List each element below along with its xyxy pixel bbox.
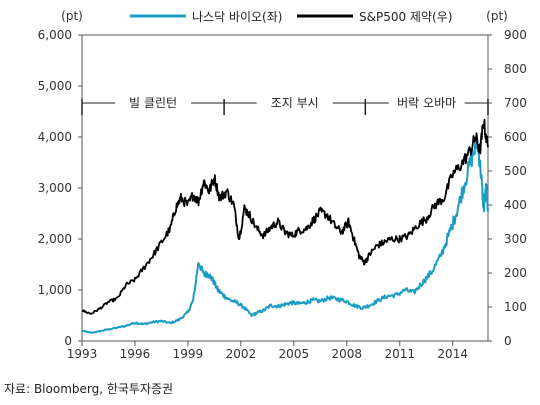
right-tick-label: 100 bbox=[504, 300, 527, 314]
legend-label: 나스닥 바이오(좌) bbox=[192, 10, 282, 24]
right-tick-label: 600 bbox=[504, 130, 527, 144]
source-note: 자료: Bloomberg, 한국투자증권 bbox=[4, 382, 174, 396]
legend: 나스닥 바이오(좌) S&P500 제약(우) bbox=[130, 9, 452, 24]
era-label-bg bbox=[388, 93, 465, 111]
right-tick-label: 800 bbox=[504, 62, 527, 76]
left-unit-label: (pt) bbox=[61, 9, 83, 23]
left-tick-label: 2,000 bbox=[38, 232, 72, 246]
right-tick-label: 500 bbox=[504, 164, 527, 178]
left-tick-label: 6,000 bbox=[38, 28, 72, 42]
left-tick-label: 5,000 bbox=[38, 79, 72, 93]
right-tick-label: 700 bbox=[504, 96, 527, 110]
chart-canvas: 빌 클린턴 조지 부시 버락 오바마 0 1,000 2,000 3,000 4,000 5,… bbox=[38, 9, 527, 361]
x-tick-label: 1999 bbox=[173, 347, 204, 361]
right-unit-label: (pt) bbox=[486, 9, 508, 23]
era-label-bg bbox=[115, 93, 192, 111]
x-tick-label: 1996 bbox=[120, 347, 151, 361]
series-line-sp500-pharma bbox=[82, 118, 489, 315]
axis-labels: 0 1,000 2,000 3,000 4,000 5,000 6,000 0 100 200 30… bbox=[38, 9, 527, 361]
left-tick-label: 0 bbox=[64, 334, 72, 348]
x-tick-label: 2008 bbox=[332, 347, 363, 361]
right-tick-label: 300 bbox=[504, 232, 527, 246]
right-tick-label: 0 bbox=[504, 334, 512, 348]
left-tick-label: 3,000 bbox=[38, 181, 72, 195]
era-label: 빌 클린턴 bbox=[129, 96, 177, 110]
x-tick-label: 2002 bbox=[226, 347, 257, 361]
x-tick-label: 2005 bbox=[279, 347, 310, 361]
x-tick-label: 2014 bbox=[437, 347, 468, 361]
series-line-nasdaq-bio bbox=[81, 137, 489, 334]
president-era-bar: 빌 클린턴 조지 부시 버락 오바마 bbox=[81, 93, 489, 115]
era-label: 조지 부시 bbox=[271, 96, 319, 110]
left-tick-label: 4,000 bbox=[38, 130, 72, 144]
left-tick-label: 1,000 bbox=[38, 283, 72, 297]
chart-frame bbox=[81, 34, 489, 342]
right-tick-label: 900 bbox=[504, 28, 527, 42]
x-tick-label: 2011 bbox=[384, 347, 415, 361]
plot-series bbox=[81, 118, 489, 334]
plot-border bbox=[81, 34, 489, 342]
legend-label: S&P500 제약(우) bbox=[359, 9, 452, 24]
x-tick-label: 1993 bbox=[67, 347, 98, 361]
right-tick-label: 400 bbox=[504, 198, 527, 212]
right-tick-label: 200 bbox=[504, 266, 527, 280]
era-label-bg bbox=[256, 93, 333, 111]
era-label: 버락 오바마 bbox=[397, 96, 456, 110]
